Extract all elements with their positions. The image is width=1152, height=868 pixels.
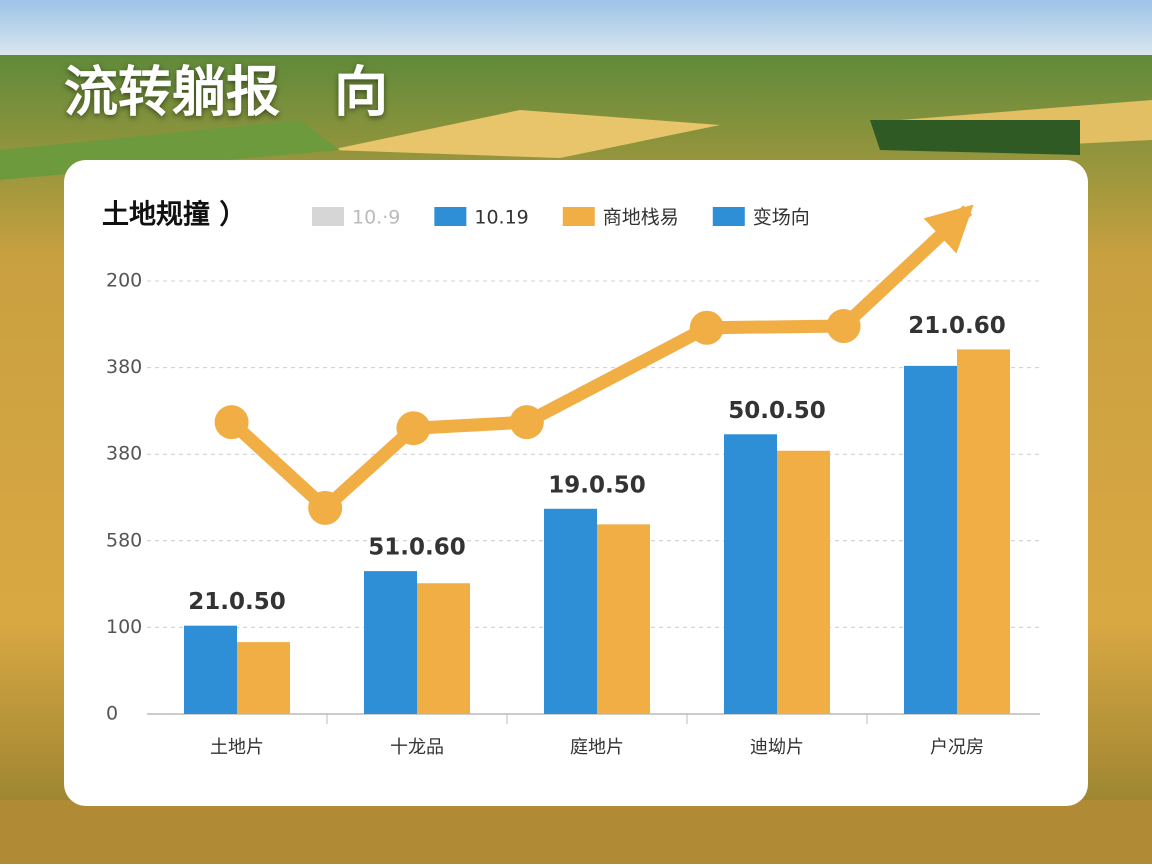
bar xyxy=(957,349,1010,714)
legend-label: 变场向 xyxy=(753,207,810,229)
legend-label: 商地栈易 xyxy=(603,207,679,229)
group-label: 21.0.50 xyxy=(188,589,286,615)
y-tick-label: 100 xyxy=(106,616,142,638)
legend-swatch xyxy=(712,207,745,226)
legend: 10.·9 10.19 商地栈易 变场向 xyxy=(312,207,810,229)
trend-point xyxy=(826,309,861,344)
y-tick-label: 200 xyxy=(106,270,142,292)
legend-label: 10.·9 xyxy=(352,207,400,229)
x-tick-label: 迪坳片 xyxy=(750,737,804,758)
trend-point xyxy=(396,411,431,446)
legend-swatch xyxy=(562,207,595,226)
bar xyxy=(597,524,650,714)
group-label: 50.0.50 xyxy=(728,398,826,424)
trend-point xyxy=(689,310,724,345)
group-label: 21.0.60 xyxy=(908,313,1006,339)
group-label: 19.0.50 xyxy=(548,472,646,498)
group-label: 51.0.60 xyxy=(368,535,466,561)
x-tick-label: 土地片 xyxy=(210,737,264,758)
y-tick-label: 580 xyxy=(106,529,142,551)
trend-point xyxy=(308,490,343,525)
trend-point xyxy=(214,405,249,440)
x-tick-label: 庭地片 xyxy=(570,737,624,758)
legend-swatch xyxy=(312,207,344,226)
arrow-head xyxy=(923,204,974,254)
y-tick-label: 380 xyxy=(106,356,142,378)
trend-point xyxy=(509,405,544,440)
bar xyxy=(364,571,417,714)
bar xyxy=(417,583,470,714)
legend-label: 10.19 xyxy=(474,207,528,229)
page-title: 流转躺报 向 xyxy=(64,61,388,124)
bar xyxy=(184,625,237,714)
bar xyxy=(544,508,597,714)
bar xyxy=(724,434,777,714)
x-tick-label: 十龙品 xyxy=(390,737,444,758)
legend-swatch xyxy=(434,207,467,226)
y-tick-label: 0 xyxy=(106,703,118,725)
bar xyxy=(237,642,290,714)
chart-title: 土地规撞 ） xyxy=(102,199,246,231)
bar xyxy=(904,365,957,714)
y-tick-label: 380 xyxy=(106,443,142,465)
x-tick-label: 户况房 xyxy=(930,737,984,758)
bar xyxy=(777,450,830,714)
